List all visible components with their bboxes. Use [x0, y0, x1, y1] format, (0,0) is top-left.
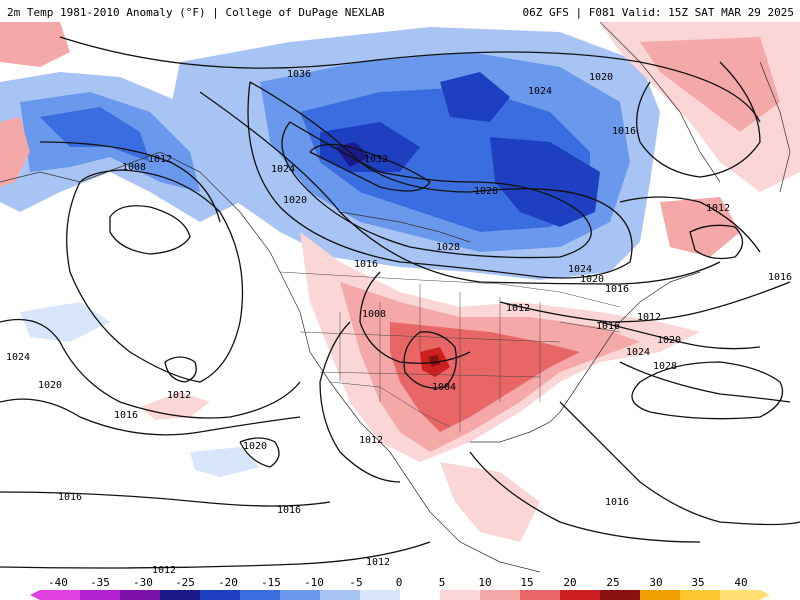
- isobar-labels: 1036 1020 1024 1016 1008 1012 1032 1020 …: [6, 69, 792, 576]
- isobar-label: 1012: [506, 303, 530, 314]
- colorbar-swatch: [680, 590, 721, 600]
- warm-anomaly-labrador: [660, 197, 740, 257]
- colorbar-labels: -40 -35 -30 -25 -20 -15 -10 -5 0 5 10 15…: [48, 576, 748, 589]
- cool-anomaly-pacific-2: [190, 447, 260, 477]
- colorbar-swatch: [360, 590, 401, 600]
- colorbar-tick-label: 10: [478, 576, 491, 589]
- colorbar-tick-label: 25: [606, 576, 619, 589]
- colorbar-tick-label: -40: [48, 576, 68, 589]
- colorbar-swatch: [240, 590, 281, 600]
- isobar-label: 1012: [366, 557, 390, 568]
- isobar-label: 1020: [243, 441, 267, 452]
- isobar-label: 1004: [432, 382, 456, 393]
- isobar-label: 1012: [637, 312, 661, 323]
- colorbar-left-arrow: [30, 590, 40, 600]
- isobar-label: 1008: [122, 162, 146, 173]
- isobar-label: 1016: [596, 321, 620, 332]
- isobar-label: 1016: [768, 272, 792, 283]
- warm-anomaly-west-edge: [0, 117, 30, 187]
- colorbar-tick-label: -25: [175, 576, 195, 589]
- warm-anomaly-pacific: [140, 392, 210, 420]
- colorbar-tick-label: -30: [133, 576, 153, 589]
- warm-anomaly-peak: [428, 355, 440, 367]
- colorbar-swatch: [440, 590, 481, 600]
- isobar-label: 1028: [474, 186, 498, 197]
- isobar-label: 1016: [354, 259, 378, 270]
- colorbar-right-arrow: [760, 590, 770, 600]
- colorbar-tick-label: -20: [218, 576, 238, 589]
- isobar-label: 1036: [287, 69, 311, 80]
- isobar-label: 1032: [364, 154, 388, 165]
- isobar-label: 1016: [612, 126, 636, 137]
- colorbar: -40 -35 -30 -25 -20 -15 -10 -5 0 5 10 15…: [0, 576, 800, 600]
- isobar-label: 1008: [362, 309, 386, 320]
- colorbar-tick-label: 0: [396, 576, 403, 589]
- isobars: [0, 36, 800, 569]
- isobar-label: 1012: [167, 390, 191, 401]
- anomaly-shading: [0, 22, 800, 542]
- colorbar-swatch: [720, 590, 761, 600]
- colorbar-tick-label: -10: [304, 576, 324, 589]
- colorbar-swatch: [80, 590, 121, 600]
- isobar-label: 1020: [283, 195, 307, 206]
- colorbar-swatch: [640, 590, 681, 600]
- colorbar-tick-label: 40: [734, 576, 747, 589]
- isobar-label: 1024: [271, 164, 295, 175]
- colorbar-swatch: [120, 590, 161, 600]
- model-run-info: 06Z GFS | F081 Valid: 15Z SAT MAR 29 202…: [522, 6, 794, 19]
- isobar-label: 1012: [148, 154, 172, 165]
- colorbar-swatch: [40, 590, 81, 600]
- warm-anomaly-mexico: [440, 462, 540, 542]
- colorbar-swatches: [40, 590, 761, 600]
- isobar-label: 1020: [657, 335, 681, 346]
- cold-anomaly-deep-3: [440, 72, 510, 122]
- colorbar-swatch: [600, 590, 641, 600]
- isobar-label: 1016: [605, 497, 629, 508]
- colorbar-tick-label: -15: [261, 576, 281, 589]
- cold-anomaly-deep-2: [490, 137, 600, 227]
- isobar-label: 1016: [114, 410, 138, 421]
- isobar-label: 1024: [568, 264, 592, 275]
- isobar-label: 1012: [359, 435, 383, 446]
- colorbar-tick-label: -5: [349, 576, 362, 589]
- isobar-label: 1024: [528, 86, 552, 97]
- isobar-label: 1024: [6, 352, 30, 363]
- colorbar-swatch: [400, 590, 441, 600]
- warm-anomaly-nw-corner: [0, 22, 70, 67]
- isobar-label: 1012: [706, 203, 730, 214]
- warm-anomaly-greenland-core: [640, 37, 780, 132]
- isobar-label: 1016: [58, 492, 82, 503]
- anomaly-map: 1036 1020 1024 1016 1008 1012 1032 1020 …: [0, 22, 800, 576]
- isobar-label: 1020: [38, 380, 62, 391]
- colorbar-tick-label: 35: [691, 576, 704, 589]
- colorbar-tick-label: 20: [563, 576, 576, 589]
- isobar-label: 1028: [436, 242, 460, 253]
- isobar-label: 1016: [605, 284, 629, 295]
- isobar-label: 1024: [626, 347, 650, 358]
- political-borders: [279, 271, 621, 432]
- product-title: 2m Temp 1981-2010 Anomaly (°F) | College…: [7, 6, 385, 19]
- colorbar-swatch: [520, 590, 561, 600]
- isobar-label: 1020: [589, 72, 613, 83]
- colorbar-swatch: [480, 590, 521, 600]
- colorbar-swatch: [560, 590, 601, 600]
- colorbar-swatch: [160, 590, 201, 600]
- colorbar-tick-label: 15: [520, 576, 533, 589]
- colorbar-tick-label: -35: [90, 576, 110, 589]
- map-header: 2m Temp 1981-2010 Anomaly (°F) | College…: [0, 0, 800, 22]
- isobar-label: 1028: [653, 361, 677, 372]
- colorbar-swatch: [280, 590, 321, 600]
- cool-anomaly-pacific: [20, 302, 110, 342]
- colorbar-swatch: [200, 590, 241, 600]
- isobar-label: 1016: [277, 505, 301, 516]
- colorbar-tick-label: 30: [649, 576, 662, 589]
- isobar-label: 1012: [152, 565, 176, 576]
- isobar-label: 1020: [580, 274, 604, 285]
- colorbar-tick-label: 5: [439, 576, 446, 589]
- colorbar-swatch: [320, 590, 361, 600]
